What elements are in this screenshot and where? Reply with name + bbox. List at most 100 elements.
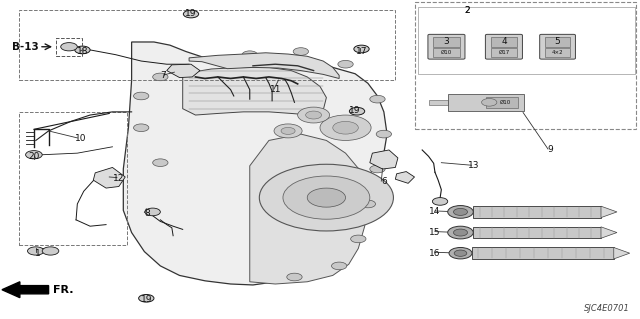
Circle shape xyxy=(349,108,365,115)
Polygon shape xyxy=(601,206,617,218)
Circle shape xyxy=(242,51,257,58)
Circle shape xyxy=(354,45,369,53)
Polygon shape xyxy=(370,150,398,169)
Circle shape xyxy=(134,92,149,100)
Circle shape xyxy=(454,229,467,236)
Polygon shape xyxy=(124,42,387,285)
Text: 4: 4 xyxy=(501,38,507,47)
Circle shape xyxy=(293,48,308,55)
Circle shape xyxy=(306,111,321,119)
Circle shape xyxy=(274,124,302,138)
Bar xyxy=(415,2,636,129)
FancyBboxPatch shape xyxy=(540,34,575,59)
Polygon shape xyxy=(93,167,125,188)
Circle shape xyxy=(454,250,467,256)
Circle shape xyxy=(370,165,385,173)
Text: 14: 14 xyxy=(429,207,440,216)
Text: 8: 8 xyxy=(145,209,150,218)
Circle shape xyxy=(360,200,376,208)
Bar xyxy=(473,206,601,218)
Text: 10: 10 xyxy=(75,134,86,143)
Text: 20: 20 xyxy=(28,152,40,161)
Text: B-13: B-13 xyxy=(12,42,38,52)
Text: 16: 16 xyxy=(429,249,441,258)
Circle shape xyxy=(448,205,473,218)
Circle shape xyxy=(448,226,473,239)
Circle shape xyxy=(298,107,330,123)
Bar xyxy=(433,37,460,47)
Bar xyxy=(472,248,614,259)
Circle shape xyxy=(307,188,346,207)
Polygon shape xyxy=(182,67,326,115)
Text: 12: 12 xyxy=(113,174,125,183)
Text: 15: 15 xyxy=(429,228,441,237)
Circle shape xyxy=(145,208,161,216)
Circle shape xyxy=(449,248,472,259)
Circle shape xyxy=(61,43,77,51)
Circle shape xyxy=(332,262,347,270)
Circle shape xyxy=(75,46,90,54)
Text: 7: 7 xyxy=(161,71,166,80)
Circle shape xyxy=(333,122,358,134)
Circle shape xyxy=(153,159,168,167)
Bar xyxy=(418,7,635,74)
Text: 19: 19 xyxy=(349,106,361,115)
Bar xyxy=(490,48,517,56)
Text: FR.: FR. xyxy=(53,285,74,295)
Circle shape xyxy=(281,127,295,134)
Text: 2: 2 xyxy=(464,6,470,15)
Circle shape xyxy=(283,176,370,219)
Circle shape xyxy=(351,235,366,243)
Circle shape xyxy=(139,294,154,302)
Text: Ø17: Ø17 xyxy=(499,50,509,55)
Polygon shape xyxy=(614,248,630,259)
FancyBboxPatch shape xyxy=(428,34,465,59)
Polygon shape xyxy=(167,64,200,78)
Polygon shape xyxy=(2,282,49,298)
Circle shape xyxy=(153,73,168,81)
Text: SJC4E0701: SJC4E0701 xyxy=(584,304,630,313)
Circle shape xyxy=(26,151,42,159)
Bar xyxy=(473,227,601,238)
Text: 4×2: 4×2 xyxy=(552,50,563,55)
Polygon shape xyxy=(250,134,368,284)
Text: 19: 19 xyxy=(141,295,152,304)
Circle shape xyxy=(134,124,149,131)
Polygon shape xyxy=(189,53,339,78)
Polygon shape xyxy=(601,227,617,238)
Circle shape xyxy=(370,95,385,103)
Bar xyxy=(433,48,460,56)
Circle shape xyxy=(320,115,371,140)
Bar xyxy=(429,100,448,105)
Bar xyxy=(545,48,570,56)
Text: 18: 18 xyxy=(77,47,88,56)
Text: Ø10: Ø10 xyxy=(441,50,452,55)
Circle shape xyxy=(183,10,198,18)
Circle shape xyxy=(42,247,59,255)
Polygon shape xyxy=(396,172,415,183)
Text: 17: 17 xyxy=(356,47,367,56)
Text: 19: 19 xyxy=(185,9,196,18)
Text: 1: 1 xyxy=(35,249,40,258)
Text: 11: 11 xyxy=(269,85,281,94)
Bar xyxy=(19,112,127,245)
Bar xyxy=(448,94,524,111)
Bar xyxy=(19,10,396,80)
Bar xyxy=(486,97,518,108)
Circle shape xyxy=(433,197,448,205)
Text: 6: 6 xyxy=(381,177,387,186)
Bar xyxy=(545,37,570,47)
Text: 13: 13 xyxy=(467,161,479,170)
Bar xyxy=(56,38,82,56)
Bar xyxy=(490,37,517,47)
Text: 3: 3 xyxy=(444,38,449,47)
Circle shape xyxy=(376,130,392,138)
Circle shape xyxy=(454,208,467,215)
Circle shape xyxy=(259,164,394,231)
Circle shape xyxy=(481,99,497,106)
FancyBboxPatch shape xyxy=(485,34,522,59)
Circle shape xyxy=(338,60,353,68)
Text: 5: 5 xyxy=(555,37,561,46)
Text: 9: 9 xyxy=(547,145,553,154)
Circle shape xyxy=(287,273,302,281)
